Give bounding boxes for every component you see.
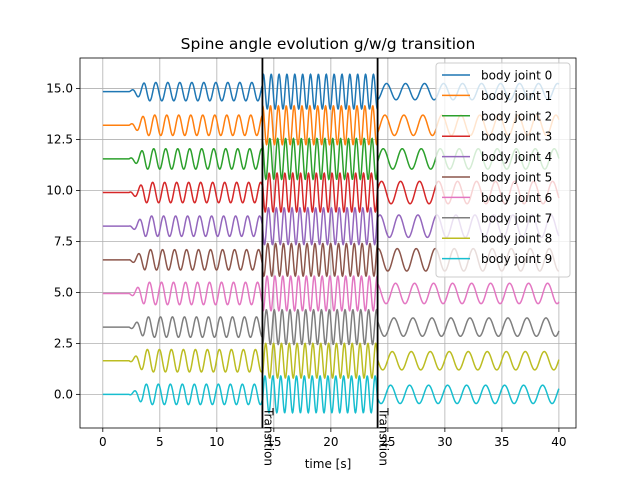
x-tick-label: 0 [99,435,107,449]
transition-annotations: Transition Transition [261,407,390,466]
y-tick-label: 5.0 [54,285,73,299]
chart-title: Spine angle evolution g/w/g transition [181,35,476,53]
legend-label: body joint 1 [481,89,552,103]
axes-frame [79,57,577,429]
x-ticks: 0 5 10 15 20 25 30 35 40 [99,428,567,449]
legend-label: body joint 8 [481,232,552,246]
y-ticks: 0.0 2.5 5.0 7.5 10.0 12.5 15.0 [46,82,80,401]
transition-annotation-0: Transition [261,407,275,466]
x-tick-label: 5 [156,435,164,449]
y-tick-label: 7.5 [54,234,73,248]
series-line-joint-9 [102,374,560,414]
legend-label: body joint 9 [481,252,552,266]
legend-label: body joint 6 [481,191,552,205]
legend-label: body joint 0 [481,69,552,83]
legend-label: body joint 2 [481,109,552,123]
x-axis-label: time [s] [305,457,352,471]
x-tick-label: 40 [551,435,566,449]
series-line-joint-7 [102,308,560,346]
series-line-joint-8 [102,342,560,380]
y-tick-label: 12.5 [46,133,73,147]
x-tick-label: 30 [437,435,452,449]
x-tick-label: 10 [209,435,224,449]
y-tick-label: 0.0 [54,387,73,401]
y-tick-label: 10.0 [46,184,73,198]
transition-lines [261,58,379,428]
legend-label: body joint 7 [481,211,552,225]
series-line-joint-6 [102,274,560,312]
legend-label: body joint 4 [481,150,552,164]
legend-label: body joint 3 [481,130,552,144]
legend: body joint 0 body joint 1 body joint 2 body… [435,62,571,278]
x-tick-label: 15 [266,435,281,449]
x-tick-label: 20 [323,435,338,449]
y-tick-label: 2.5 [54,336,73,350]
y-tick-label: 15.0 [46,82,73,96]
x-tick-label: 35 [494,435,509,449]
legend-label: body joint 5 [481,171,552,185]
x-tick-label: 25 [380,435,395,449]
transition-annotation-1: Transition [377,407,391,466]
